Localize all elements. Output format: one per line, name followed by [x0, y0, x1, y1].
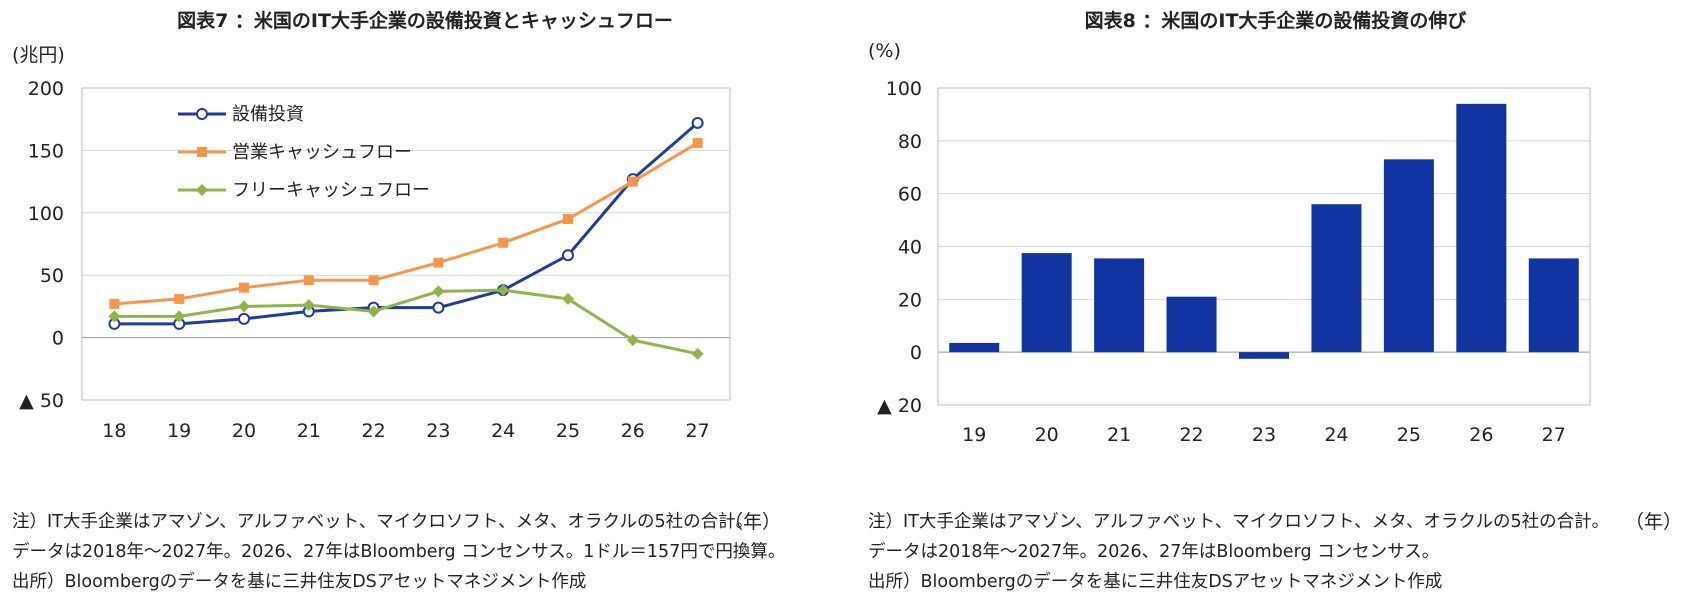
x-tick-label: 25 [1397, 424, 1421, 446]
data-point [368, 275, 379, 286]
data-point [692, 137, 703, 148]
y-tick-label: 150 [28, 140, 64, 162]
data-point [691, 116, 704, 129]
y-tick-label: 50 [40, 265, 64, 287]
y-tick-label: ▲ 50 [19, 390, 64, 412]
bar [1021, 253, 1072, 353]
data-point [562, 249, 574, 262]
right-note-1: 注）IT大手企業はアマゾン、アルファベット、マイクロソフト、メタ、オラクルの5社… [868, 512, 1610, 532]
plot-area-border [937, 87, 1591, 406]
data-point [238, 300, 250, 313]
bar [1383, 159, 1434, 353]
y-tick-label: 60 [898, 184, 922, 206]
y-tick-label: 0 [910, 342, 922, 364]
data-point [432, 301, 445, 314]
bar [1166, 296, 1217, 353]
bar-chart-group: ▲ 20 0 20 40 60 80 100 19 20 21 22 23 24 25 26 27 [877, 78, 1591, 446]
data-point [108, 310, 121, 323]
y-tick-label: 100 [886, 78, 922, 100]
x-tick-label: 27 [1542, 424, 1566, 446]
x-tick-label: 22 [1179, 424, 1203, 446]
left-note-2: データは2018年～2027年。2026、27年はBloomberg コンセンサ… [12, 542, 786, 562]
right-chart-panel: 図表8 ：米国のIT大手企業の設備投資の伸び (%) ▲ 20 0 20 40 60 80… [850, 0, 1701, 603]
left-notes: 注）IT大手企業はアマゾン、アルファベット、マイクロソフト、メタ、オラクルの5社… [12, 507, 785, 597]
data-point [433, 257, 444, 268]
data-point [303, 275, 314, 286]
legend-marker [197, 147, 207, 157]
x-tick-label: 20 [232, 420, 256, 442]
x-tick-label: 27 [686, 420, 710, 442]
y-tick-label: 0 [52, 328, 64, 350]
right-year-unit: （年） [1625, 511, 1683, 533]
x-tick-label: 26 [1469, 424, 1493, 446]
bar [1239, 352, 1289, 359]
left-year-unit: （年） [724, 511, 782, 533]
data-point [238, 312, 250, 325]
x-tick-label: 22 [362, 420, 386, 442]
legend-label: 設備投資 [232, 104, 304, 125]
left-chart-unit: (兆円) [12, 44, 65, 66]
left-note-1: 注）IT大手企業はアマゾン、アルファベット、マイクロソフト、メタ、オラクルの5社… [12, 512, 754, 532]
right-chart-unit: (%) [868, 40, 901, 62]
left-note-3: 出所）Bloombergのデータを基に三井住友DSアセットマネジメント作成 [12, 572, 587, 592]
x-tick-label: 25 [556, 420, 580, 442]
y-tick-label: 200 [28, 78, 64, 100]
x-tick-label: 19 [167, 420, 191, 442]
data-point [109, 298, 120, 309]
x-tick-label: 19 [962, 424, 986, 446]
data-point [239, 282, 249, 293]
series-line-0 [114, 121, 699, 326]
y-tick-label: ▲ 20 [877, 395, 922, 417]
x-tick-label: 24 [491, 420, 515, 442]
data-point [626, 334, 639, 347]
data-point [627, 176, 638, 187]
x-tick-label: 21 [297, 420, 321, 442]
y-tick-label: 100 [28, 203, 64, 225]
y-tick-label: 40 [898, 237, 922, 259]
data-point [174, 293, 185, 304]
series-line-1 [114, 141, 699, 306]
legend-marker [196, 184, 208, 196]
x-tick-label: 20 [1035, 424, 1059, 446]
series-line-2 [114, 288, 698, 356]
plot-area-border [81, 87, 731, 401]
left-chart-title: 図表7 ：米国のIT大手企業の設備投資とキャッシュフロー [177, 10, 673, 32]
y-tick-label: 20 [898, 289, 922, 311]
x-tick-label: 21 [1107, 424, 1131, 446]
data-point [563, 214, 573, 225]
x-tick-label: 26 [621, 420, 645, 442]
data-point [173, 310, 186, 323]
data-point [497, 284, 510, 297]
left-chart-panel: 図表7 ：米国のIT大手企業の設備投資とキャッシュフロー (兆円) ▲ 50 0 5… [0, 0, 850, 603]
right-note-2: データは2018年～2027年。2026、27年はBloomberg コンセンサ… [868, 542, 1440, 562]
x-tick-label: 23 [426, 420, 450, 442]
legend-label: 営業キャッシュフロー [232, 142, 412, 163]
bar [1456, 103, 1507, 353]
legend-marker [196, 108, 208, 120]
data-point [562, 292, 574, 305]
right-note-3: 出所）Bloombergのデータを基に三井住友DSアセットマネジメント作成 [868, 572, 1443, 592]
line-chart: ▲ 50 0 50 100 150 200 18 19 20 21 22 23 24 25 26 27 設備投資… [19, 78, 731, 442]
data-point [691, 347, 704, 360]
bar [949, 342, 1000, 353]
data-point [432, 285, 445, 298]
x-tick-label: 18 [102, 420, 126, 442]
data-point [498, 237, 509, 248]
x-tick-label: 24 [1324, 424, 1348, 446]
legend-label: フリーキャッシュフロー [232, 180, 430, 201]
y-tick-label: 80 [898, 131, 922, 153]
bar-chart: ▲ 20 0 20 40 60 80 100 19 20 21 22 23 24 25 26 27 [877, 78, 1591, 446]
data-point [302, 299, 315, 312]
bar [1311, 204, 1362, 353]
x-tick-label: 23 [1252, 424, 1276, 446]
right-chart-title: 図表8 ：米国のIT大手企業の設備投資の伸び [1084, 10, 1467, 32]
right-notes: 注）IT大手企業はアマゾン、アルファベット、マイクロソフト、メタ、オラクルの5社… [868, 507, 1609, 597]
bar [1094, 258, 1145, 353]
bar [1528, 258, 1579, 353]
data-point [367, 305, 380, 318]
